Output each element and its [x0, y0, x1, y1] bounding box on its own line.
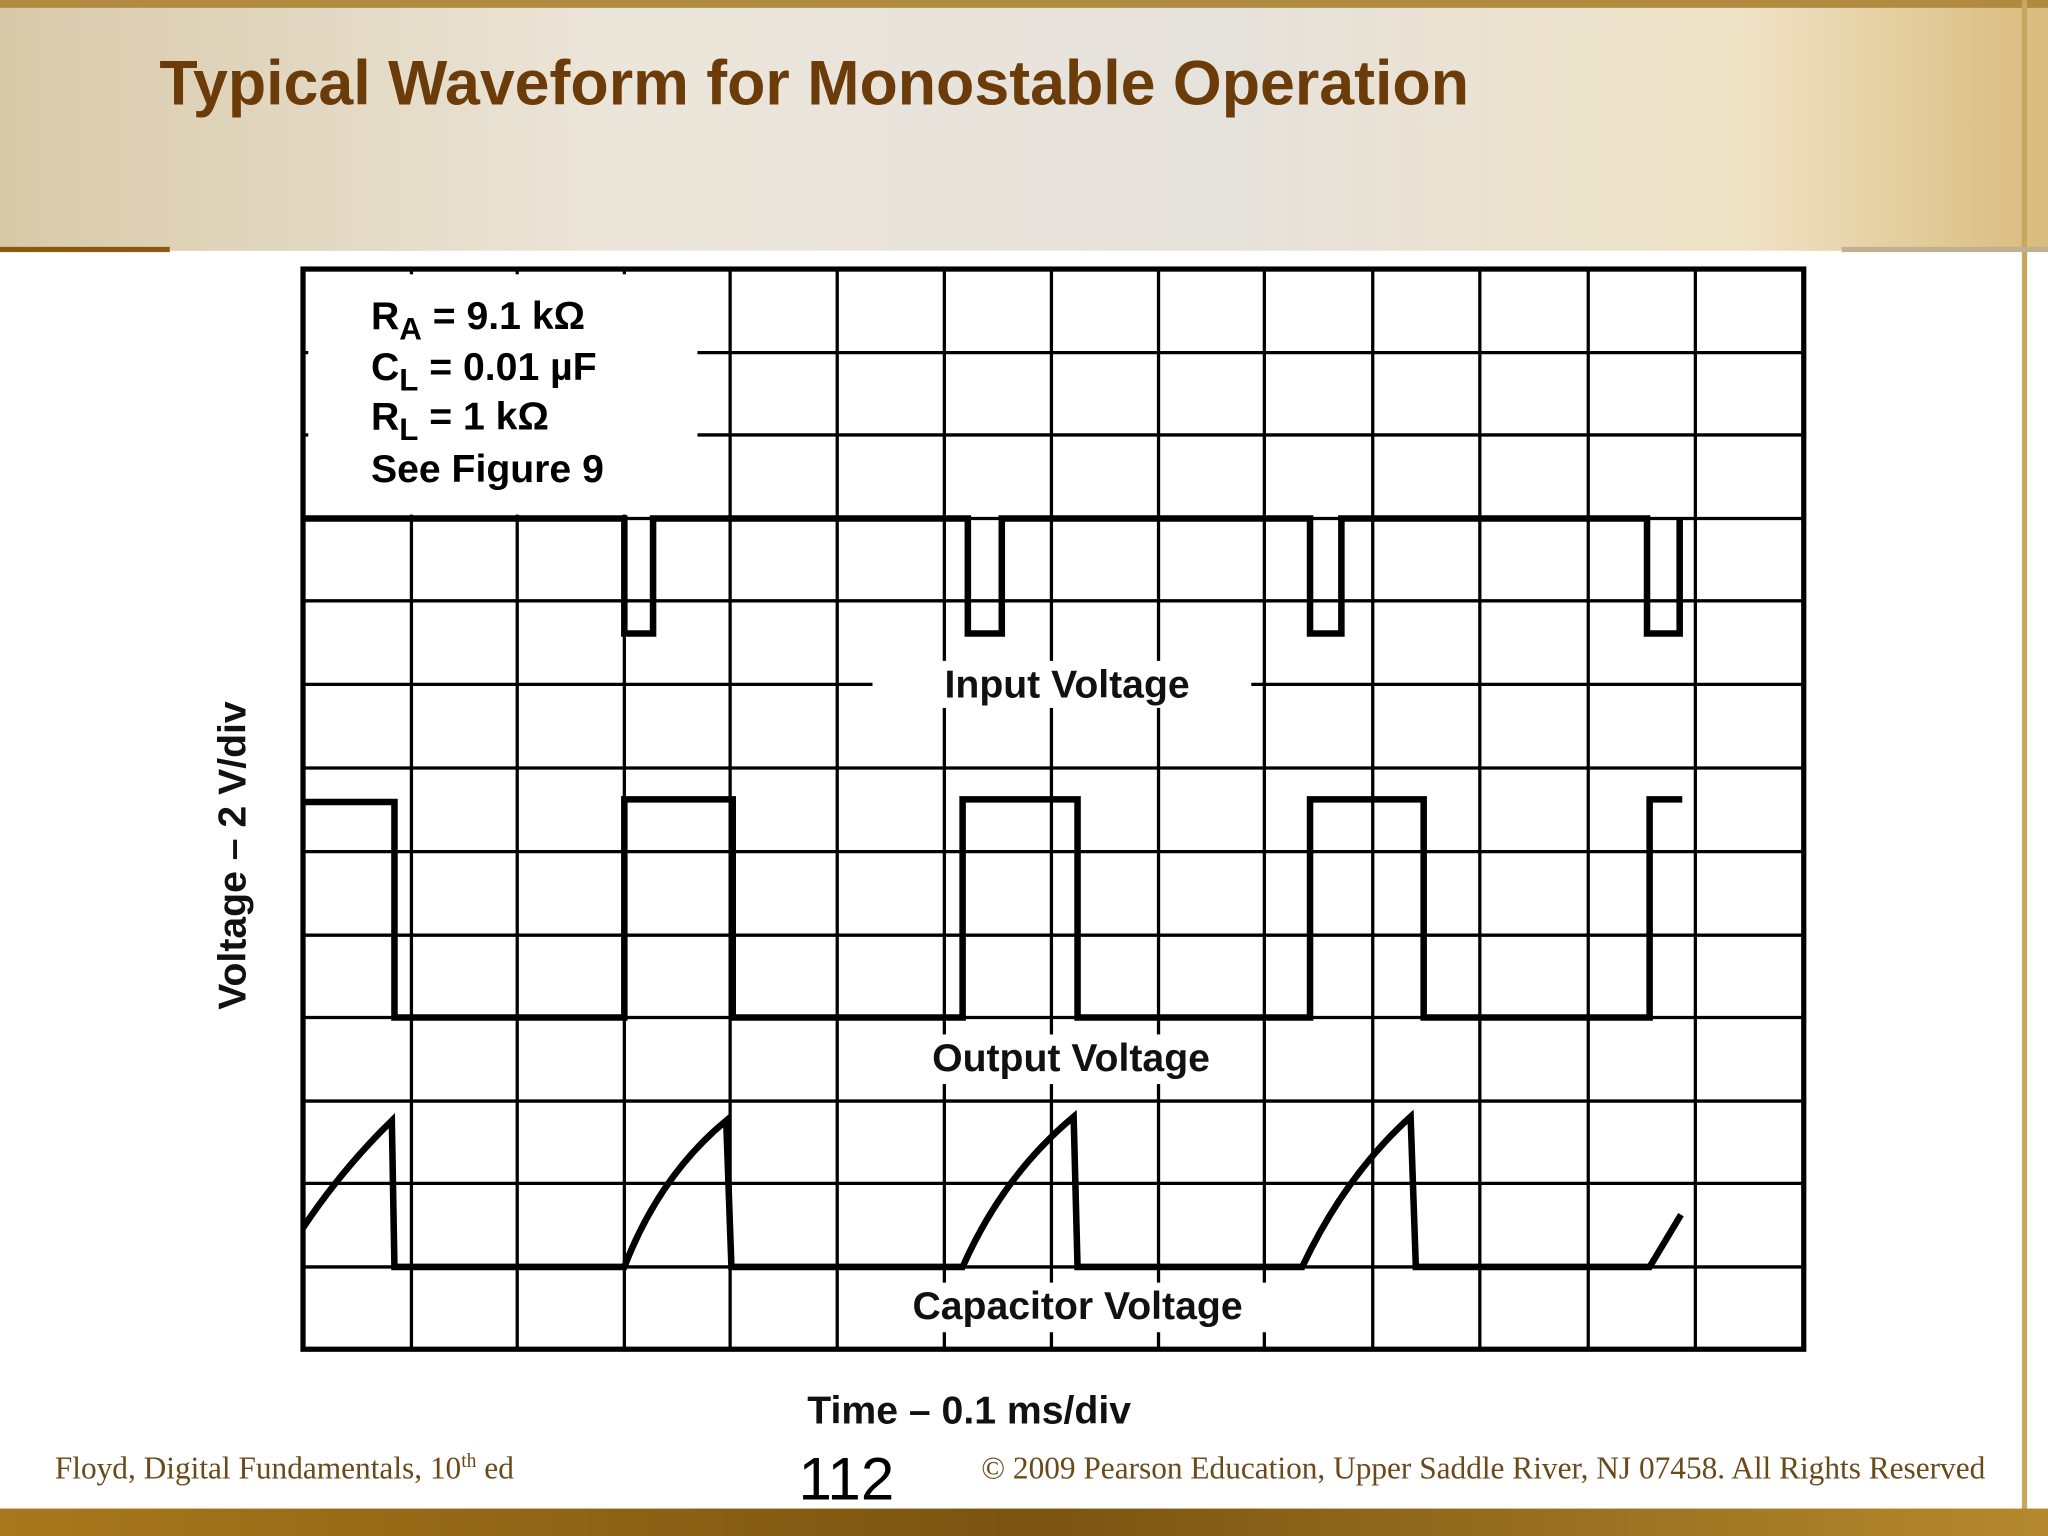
symbol: C [371, 346, 399, 389]
param-box [308, 274, 698, 515]
x-axis-label: Time – 0.1 ms/div [807, 1390, 1131, 1433]
value: = 0.01 µF [418, 346, 596, 389]
header-rule [0, 246, 170, 253]
capacitor-trace [300, 1109, 1684, 1271]
y-axis-label: Voltage – 2 V/div [212, 701, 255, 1010]
scope-frame [300, 266, 1807, 1352]
footer-copyright: © 2009 Pearson Education, Upper Saddle R… [981, 1451, 1985, 1486]
trace-label: Capacitor Voltage [912, 1285, 1242, 1328]
subscript: L [399, 412, 418, 447]
page-number: 112 [798, 1445, 894, 1512]
reference: See Figure 9 [371, 448, 604, 491]
top-border [0, 0, 2048, 8]
parameter: RL = 1 kΩ [371, 396, 549, 447]
footer-source: Floyd, Digital Fundamentals, 10th ed [55, 1451, 514, 1486]
label-bg [846, 1282, 1304, 1333]
value: = 9.1 kΩ [422, 295, 585, 338]
subscript: L [399, 363, 418, 398]
output-trace [303, 796, 1683, 1021]
superscript: th [461, 1451, 476, 1472]
header-band [0, 0, 2048, 251]
slide-title: Typical Waveform for Monostable Operatio… [159, 48, 1469, 118]
value: = 1 kΩ [418, 396, 549, 439]
source: Floyd, Digital Fundamentals, 10 [55, 1451, 461, 1486]
header-rule [1841, 246, 2048, 253]
bottom-bar [0, 1508, 2048, 1536]
parameter: RA = 9.1 kΩ [371, 295, 585, 346]
source-suffix: ed [476, 1451, 514, 1486]
label-bg [877, 1034, 1262, 1085]
trace-label: Input Voltage [945, 663, 1190, 706]
symbol: R [371, 295, 399, 338]
label-bg [872, 660, 1252, 708]
subscript: A [399, 312, 422, 347]
parameter: CL = 0.01 µF [371, 346, 597, 397]
trace-label: Output Voltage [932, 1037, 1210, 1080]
right-border [2021, 0, 2028, 1536]
input-trace [303, 515, 1683, 637]
parameters: RA = 9.1 kΩ CL = 0.01 µF RL = 1 kΩ See F… [371, 295, 604, 491]
symbol: R [371, 396, 399, 439]
